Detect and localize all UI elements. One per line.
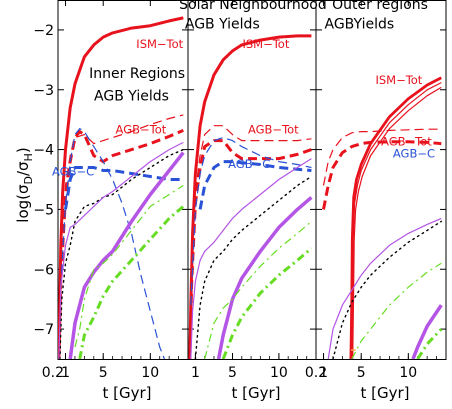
curve-label: AGB−C (52, 164, 94, 178)
series-line-4 (322, 128, 442, 186)
series-line-2 (351, 82, 442, 359)
series-line-1 (349, 76, 442, 359)
series-line-2 (58, 114, 184, 359)
curve-label: AGB−C (393, 146, 435, 160)
panel-title-line: AGB Yields (185, 17, 260, 33)
curve-label: AGB−Tot (381, 134, 432, 148)
series-line-4 (190, 137, 312, 306)
panel-frame (315, 0, 447, 360)
panel-frame (57, 0, 189, 360)
series-line-8 (216, 196, 313, 359)
series-group (188, 34, 313, 359)
panel-title-line: AGBYields (325, 17, 395, 33)
x-tick-label: 0.2 (42, 365, 64, 381)
x-tick-label: 0.2 (305, 365, 327, 381)
series-line-1 (58, 16, 184, 359)
panel-title-line: Inner Regions (89, 66, 185, 82)
curve-label: ISM−Tot (375, 73, 422, 87)
series-line-1 (188, 34, 312, 359)
x-tick-label: 5 (357, 365, 366, 381)
series-line-2 (189, 125, 312, 359)
y-tick-label: −4 (33, 143, 54, 159)
series-line-5 (198, 160, 312, 210)
series-line-6 (194, 175, 313, 359)
series-line-7 (190, 158, 312, 359)
y-tick-label: −5 (33, 202, 54, 218)
curve-label: ISM−Tot (136, 37, 183, 51)
y-axis-label: log(σD/σH) (14, 147, 35, 222)
x-axis-label: t [Gyr] (102, 384, 151, 402)
y-tick-label: −6 (33, 262, 54, 278)
series-group (322, 76, 443, 359)
x-tick-label: 1 (319, 365, 328, 381)
curve-label: AGB−C (228, 157, 270, 171)
panel-title-line: Solar Neighbourhood (179, 0, 327, 13)
series-line-3 (188, 139, 312, 359)
series-line-10 (78, 205, 185, 359)
x-tick-label: 5 (99, 365, 108, 381)
series-line-6 (59, 148, 185, 359)
series-line-7 (327, 217, 442, 359)
x-tick-label: 10 (270, 365, 288, 381)
panel-title-line: Outer regions (332, 0, 428, 13)
panel-3: 0.21 5 10 t [Gyr] Outer regions AGBYields ISM−… (305, 0, 447, 402)
series-line-9 (204, 220, 312, 359)
series-line-10 (416, 328, 443, 359)
panel-title-line: AGB Yields (94, 89, 169, 105)
x-tick-label: 5 (228, 365, 237, 381)
curve-label: ISM−Tot (242, 37, 289, 51)
x-tick-label: 10 (399, 365, 417, 381)
panel-1: 0.21 5 10 −2 −3 −4 −5 −6 −7 t [Gyr] ISM−Tot Inner R… (33, 0, 189, 402)
series-line-9 (351, 262, 442, 359)
series-line-7 (58, 141, 184, 359)
series-line-8 (411, 304, 443, 359)
x-axis-label: t [Gyr] (360, 384, 409, 402)
series-line-9 (74, 184, 184, 348)
x-tick-label: 10 (141, 365, 159, 381)
series-line-4 (60, 128, 165, 359)
series-line-6 (332, 220, 442, 359)
y-tick-label: −3 (33, 83, 54, 99)
series-group (58, 16, 185, 359)
curve-label: AGB−Tot (248, 122, 299, 136)
y-tick-label: −7 (33, 322, 54, 338)
x-tick-label: 1 (61, 365, 70, 381)
series-line-5 (322, 140, 442, 210)
panel-2: 1 5 10 t [Gyr] Solar Neighbourhood AGB Yields… (179, 0, 327, 402)
curve-label: AGB−Tot (116, 122, 167, 136)
y-tick-label: −2 (33, 23, 54, 39)
series-line-8 (68, 151, 185, 359)
series-line-3 (352, 86, 442, 359)
x-tick-label: 1 (191, 365, 200, 381)
x-axis-label: t [Gyr] (231, 384, 280, 402)
series-line-10 (221, 247, 313, 359)
